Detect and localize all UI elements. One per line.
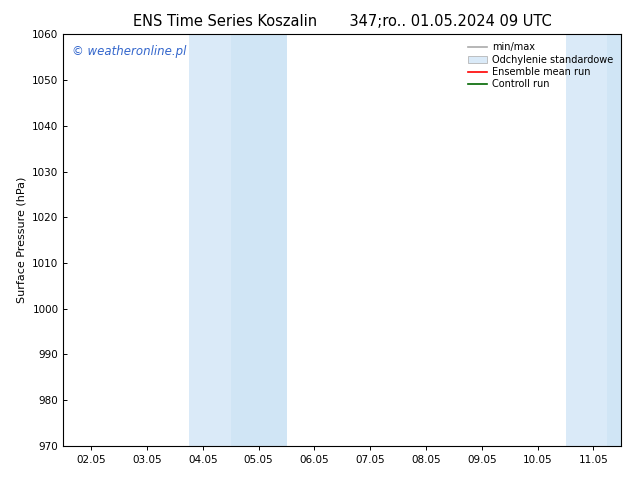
Bar <box>231 34 287 446</box>
Bar <box>566 34 607 446</box>
Text: © weatheronline.pl: © weatheronline.pl <box>72 45 186 58</box>
Bar <box>607 34 621 446</box>
Y-axis label: Surface Pressure (hPa): Surface Pressure (hPa) <box>16 177 27 303</box>
Legend: min/max, Odchylenie standardowe, Ensemble mean run, Controll run: min/max, Odchylenie standardowe, Ensembl… <box>465 39 616 92</box>
Title: ENS Time Series Koszalin       347;ro.. 01.05.2024 09 UTC: ENS Time Series Koszalin 347;ro.. 01.05.… <box>133 14 552 29</box>
Bar <box>189 34 231 446</box>
